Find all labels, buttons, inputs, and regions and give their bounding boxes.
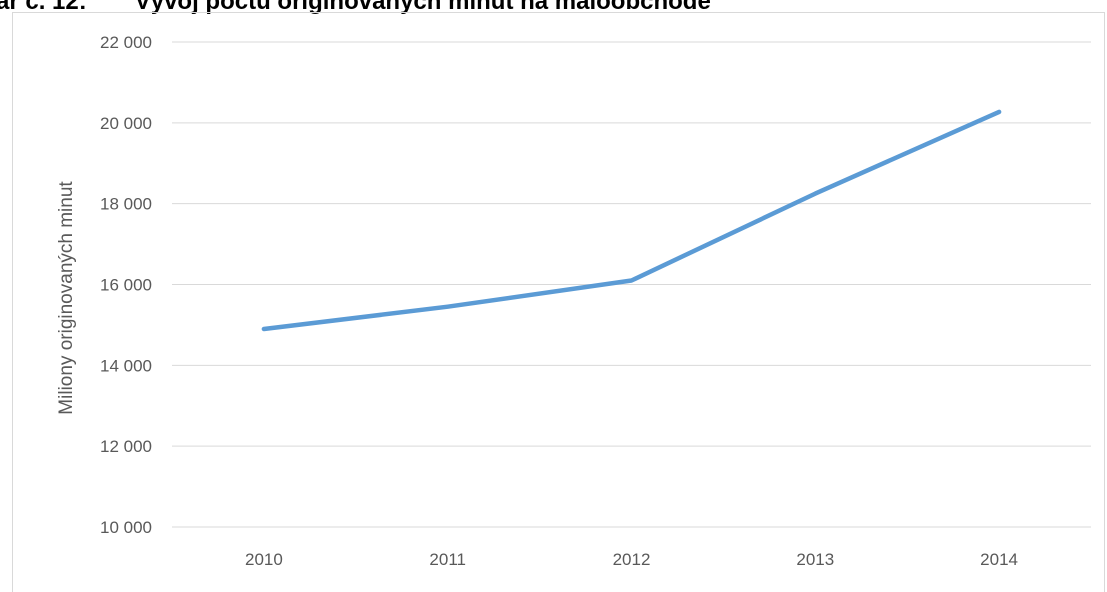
y-tick-label: 20 000	[100, 114, 152, 133]
x-tick-label: 2010	[245, 550, 283, 569]
x-tick-label: 2012	[613, 550, 651, 569]
x-tick-label: 2011	[429, 550, 466, 569]
series-line-0	[264, 112, 999, 329]
y-tick-label: 22 000	[100, 33, 152, 52]
series-group	[264, 112, 999, 329]
y-tick-label: 10 000	[100, 518, 152, 537]
x-tick-label: 2014	[980, 550, 1018, 569]
y-tick-label: 16 000	[100, 276, 152, 295]
y-axis-label: Miliony originovaných minut	[56, 181, 77, 415]
x-axis-ticks: 2010 2011 2012 2013 2014	[245, 550, 1018, 569]
gridlines	[172, 42, 1091, 527]
y-axis-ticks: 10 000 12 000 14 000 16 000 18 000 20 000 22 0…	[100, 33, 152, 537]
y-tick-label: 18 000	[100, 195, 152, 214]
x-tick-label: 2013	[796, 550, 834, 569]
y-tick-label: 14 000	[100, 356, 152, 375]
y-tick-label: 12 000	[100, 437, 152, 456]
